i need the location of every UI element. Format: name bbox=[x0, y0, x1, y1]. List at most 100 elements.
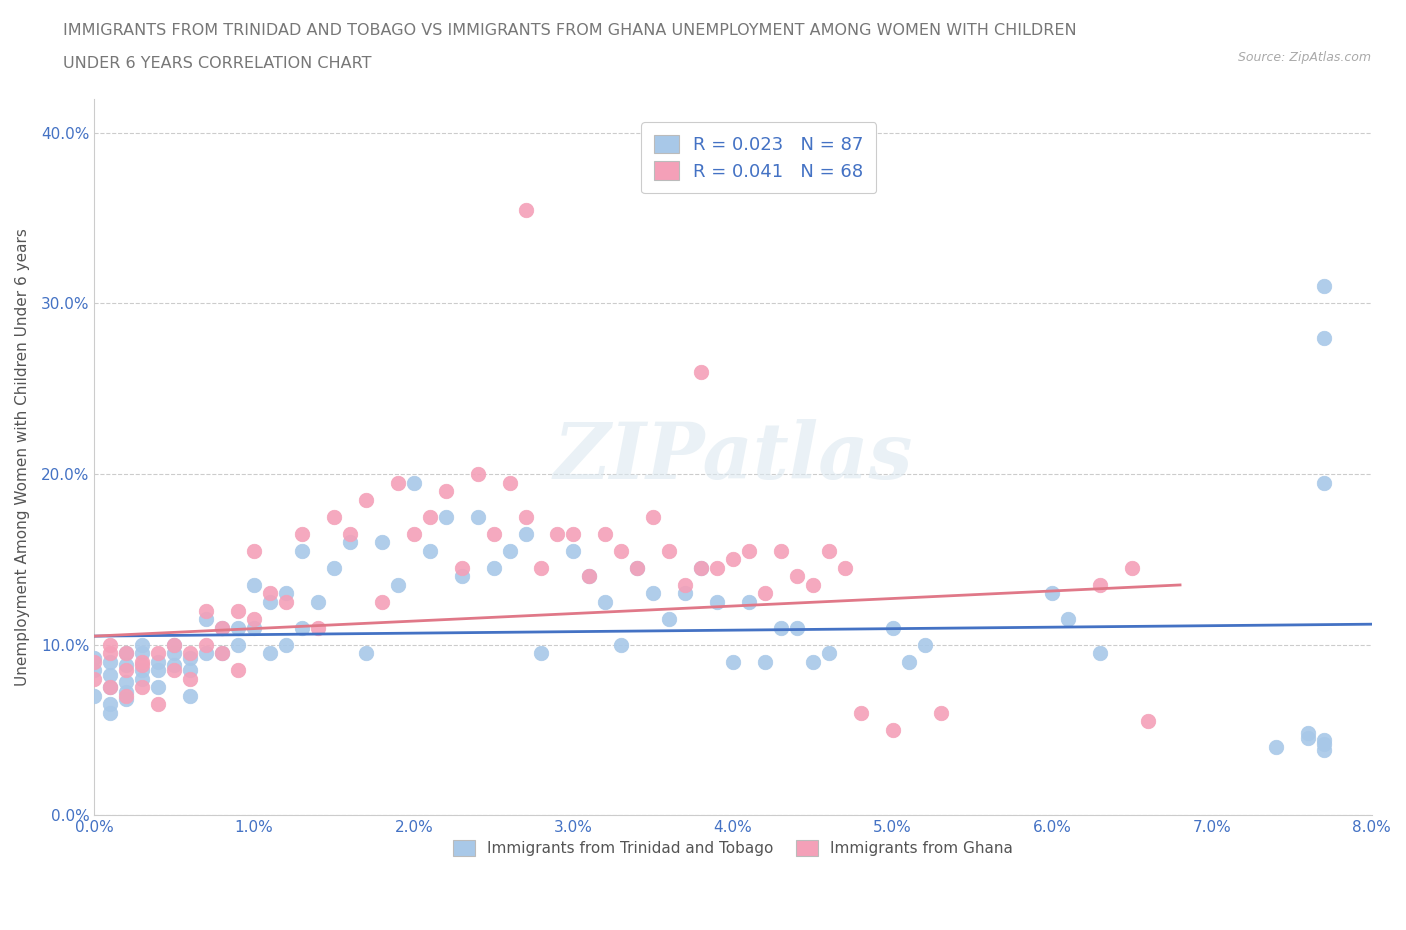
Point bbox=[115, 688, 138, 703]
Point bbox=[1040, 586, 1063, 601]
Point bbox=[339, 526, 361, 541]
Point bbox=[754, 655, 776, 670]
Point bbox=[658, 612, 681, 627]
Point bbox=[179, 651, 201, 666]
Point bbox=[515, 526, 537, 541]
Point bbox=[226, 637, 249, 652]
Point bbox=[148, 680, 170, 695]
Point bbox=[259, 645, 281, 660]
Point bbox=[131, 680, 153, 695]
Point bbox=[195, 637, 218, 652]
Point bbox=[323, 510, 346, 525]
Point bbox=[211, 620, 233, 635]
Point bbox=[131, 663, 153, 678]
Legend: Immigrants from Trinidad and Tobago, Immigrants from Ghana: Immigrants from Trinidad and Tobago, Imm… bbox=[441, 828, 1025, 869]
Point bbox=[706, 594, 728, 609]
Point bbox=[163, 663, 186, 678]
Point bbox=[259, 594, 281, 609]
Point bbox=[195, 612, 218, 627]
Point bbox=[467, 510, 489, 525]
Point bbox=[546, 526, 568, 541]
Point bbox=[402, 475, 425, 490]
Point bbox=[419, 543, 441, 558]
Point bbox=[1312, 475, 1334, 490]
Point bbox=[882, 620, 904, 635]
Point bbox=[100, 697, 122, 711]
Point bbox=[482, 561, 505, 576]
Point bbox=[690, 561, 713, 576]
Point bbox=[163, 658, 186, 672]
Point bbox=[195, 645, 218, 660]
Y-axis label: Unemployment Among Women with Children Under 6 years: Unemployment Among Women with Children U… bbox=[15, 228, 30, 686]
Point bbox=[115, 658, 138, 672]
Point bbox=[291, 526, 314, 541]
Point bbox=[515, 202, 537, 217]
Point bbox=[100, 706, 122, 721]
Point bbox=[419, 510, 441, 525]
Point bbox=[148, 645, 170, 660]
Point bbox=[578, 569, 600, 584]
Point bbox=[83, 663, 105, 678]
Point bbox=[211, 645, 233, 660]
Point bbox=[115, 675, 138, 690]
Point bbox=[131, 655, 153, 670]
Point bbox=[291, 543, 314, 558]
Point bbox=[1312, 743, 1334, 758]
Point bbox=[914, 637, 936, 652]
Point bbox=[274, 586, 297, 601]
Point bbox=[1312, 733, 1334, 748]
Point bbox=[211, 645, 233, 660]
Text: ZIPatlas: ZIPatlas bbox=[554, 418, 912, 496]
Point bbox=[100, 680, 122, 695]
Point bbox=[131, 637, 153, 652]
Point bbox=[929, 706, 952, 721]
Point bbox=[83, 671, 105, 686]
Text: Source: ZipAtlas.com: Source: ZipAtlas.com bbox=[1237, 51, 1371, 64]
Point bbox=[243, 543, 266, 558]
Point bbox=[307, 620, 329, 635]
Point bbox=[148, 663, 170, 678]
Point bbox=[482, 526, 505, 541]
Point bbox=[690, 365, 713, 379]
Point bbox=[801, 578, 824, 592]
Point bbox=[163, 645, 186, 660]
Point bbox=[769, 620, 792, 635]
Point bbox=[786, 569, 808, 584]
Text: UNDER 6 YEARS CORRELATION CHART: UNDER 6 YEARS CORRELATION CHART bbox=[63, 56, 371, 71]
Point bbox=[834, 561, 856, 576]
Point bbox=[1296, 726, 1319, 741]
Point bbox=[115, 645, 138, 660]
Point bbox=[450, 569, 472, 584]
Point bbox=[595, 526, 617, 541]
Point bbox=[179, 688, 201, 703]
Point bbox=[721, 551, 744, 566]
Point bbox=[1296, 731, 1319, 746]
Point bbox=[291, 620, 314, 635]
Point bbox=[817, 543, 839, 558]
Point bbox=[115, 685, 138, 700]
Point bbox=[100, 637, 122, 652]
Point bbox=[211, 620, 233, 635]
Point bbox=[626, 561, 648, 576]
Point bbox=[243, 578, 266, 592]
Point bbox=[354, 645, 377, 660]
Point bbox=[434, 510, 457, 525]
Point bbox=[243, 620, 266, 635]
Point bbox=[498, 543, 520, 558]
Point bbox=[610, 543, 633, 558]
Point bbox=[163, 637, 186, 652]
Point bbox=[226, 620, 249, 635]
Point bbox=[100, 680, 122, 695]
Point bbox=[100, 668, 122, 683]
Point bbox=[769, 543, 792, 558]
Point bbox=[339, 535, 361, 550]
Point bbox=[131, 671, 153, 686]
Point bbox=[1121, 561, 1143, 576]
Point bbox=[402, 526, 425, 541]
Point bbox=[323, 561, 346, 576]
Point bbox=[643, 586, 665, 601]
Point bbox=[498, 475, 520, 490]
Point bbox=[1312, 279, 1334, 294]
Point bbox=[1137, 714, 1160, 729]
Point bbox=[817, 645, 839, 660]
